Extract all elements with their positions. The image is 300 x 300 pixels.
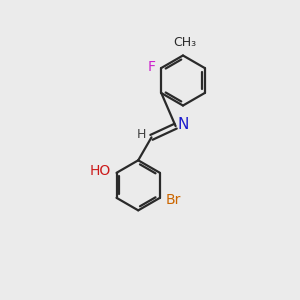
Text: CH₃: CH₃ [173,36,196,49]
Text: F: F [148,60,156,74]
Text: H: H [137,128,146,142]
Text: Br: Br [165,193,181,207]
Text: HO: HO [90,164,111,178]
Text: N: N [178,117,189,132]
